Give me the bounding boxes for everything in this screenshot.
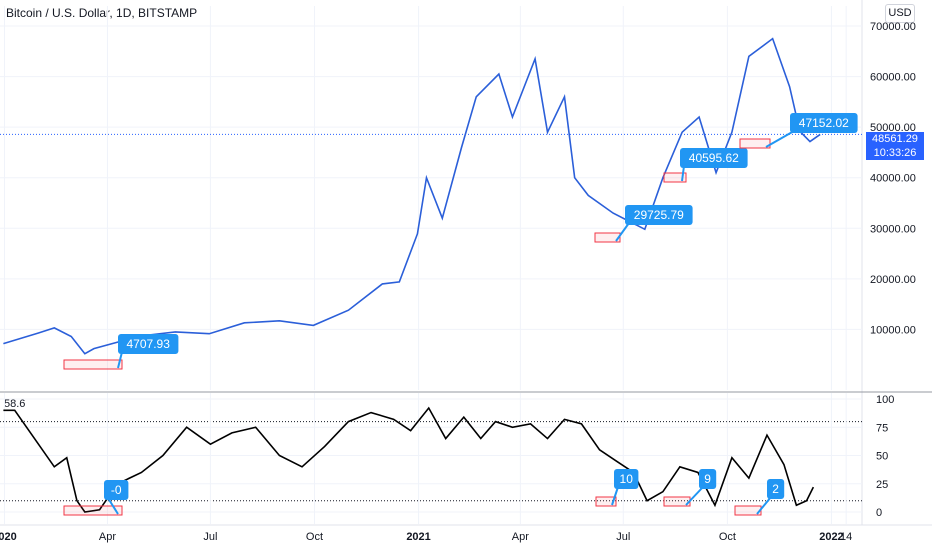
oscillator-axis-tick-label: 50 <box>876 451 888 463</box>
price-axis-tick-label: 60000.00 <box>870 72 916 84</box>
time-axis-tick-label: 2022 <box>819 531 843 543</box>
price-callout-1-box <box>118 334 179 354</box>
price-callout-3-connector <box>681 165 685 182</box>
price-callout-2-text: 29725.79 <box>634 208 684 222</box>
time-axis-tick-label: 2021 <box>406 531 430 543</box>
price-axis-tick-label: 40000.00 <box>870 173 916 185</box>
time-axis-tick-label: Apr <box>99 531 116 543</box>
oscillator-callout-4-box <box>767 479 785 499</box>
time-axis-tick-label: Oct <box>719 531 736 543</box>
price-callout-1-connector <box>117 351 123 369</box>
time-axis-tick-label: Oct <box>306 531 323 543</box>
price-callout-2-connector <box>615 222 630 242</box>
last-price-value: 48561.29 <box>872 133 918 145</box>
price-callout-1-marker <box>63 359 123 370</box>
currency-button[interactable]: USD <box>885 4 915 23</box>
price-callout-3-text: 40595.62 <box>689 151 739 165</box>
price-axis-tick-label: 50000.00 <box>870 122 916 134</box>
oscillator-callout-2-connector <box>611 486 619 506</box>
oscillator-callout-4-text: 2 <box>772 482 779 496</box>
price-axis-tick-label: 10000.00 <box>870 324 916 336</box>
price-axis-tick-label: 30000.00 <box>870 223 916 235</box>
oscillator-value-label: 58.6 <box>4 398 26 410</box>
oscillator-callout-2-box <box>614 469 639 489</box>
time-axis-tick-label: 2020 <box>0 531 17 543</box>
price-callout-1-text: 4707.93 <box>127 337 171 351</box>
price-callout-3-marker <box>663 172 687 183</box>
oscillator-callout-2-text: 10 <box>620 472 634 486</box>
oscillator-axis-tick-label: 75 <box>876 422 888 434</box>
oscillator-callout-3-text: 9 <box>704 472 711 486</box>
price-callout-2-marker <box>594 232 621 243</box>
oscillator-callout-3-connector <box>685 486 704 506</box>
oscillator-callout-4-connector <box>756 496 772 515</box>
time-axis-tick-label: 14 <box>840 531 852 543</box>
oscillator-callout-1-connector <box>107 497 119 515</box>
price-callout-4-marker <box>739 138 771 149</box>
oscillator-axis-tick-label: 25 <box>876 479 888 491</box>
price-callout-4-connector <box>765 130 795 148</box>
price-callout-4-box <box>790 113 858 133</box>
oscillator-callout-1-box <box>104 480 129 500</box>
price-callout-3-box <box>680 148 748 168</box>
chart-title: Bitcoin / U.S. Dollar, 1D, BITSTAMP <box>6 6 198 20</box>
price-axis-tick-label: 20000.00 <box>870 274 916 286</box>
oscillator-callout-2-marker <box>595 496 617 507</box>
oscillator-callout-1-text: -0 <box>111 483 122 497</box>
price-axis-tick-label: 70000.00 <box>870 21 916 33</box>
oscillator-callout-1-marker <box>63 505 123 516</box>
time-axis-tick-label: Jul <box>616 531 630 543</box>
time-axis-tick-label: Apr <box>512 531 529 543</box>
oscillator-callout-3-box <box>699 469 717 489</box>
oscillator-axis-tick-label: 100 <box>876 394 894 406</box>
last-price-label: 48561.29 10:33:26 <box>866 132 924 160</box>
last-price-countdown: 10:33:26 <box>873 147 917 159</box>
time-axis-tick-label: Jul <box>203 531 217 543</box>
price-callout-2-box <box>625 205 693 225</box>
price-series-line <box>3 37 821 355</box>
oscillator-axis-tick-label: 0 <box>876 507 882 519</box>
price-callout-4-text: 47152.02 <box>799 116 849 130</box>
